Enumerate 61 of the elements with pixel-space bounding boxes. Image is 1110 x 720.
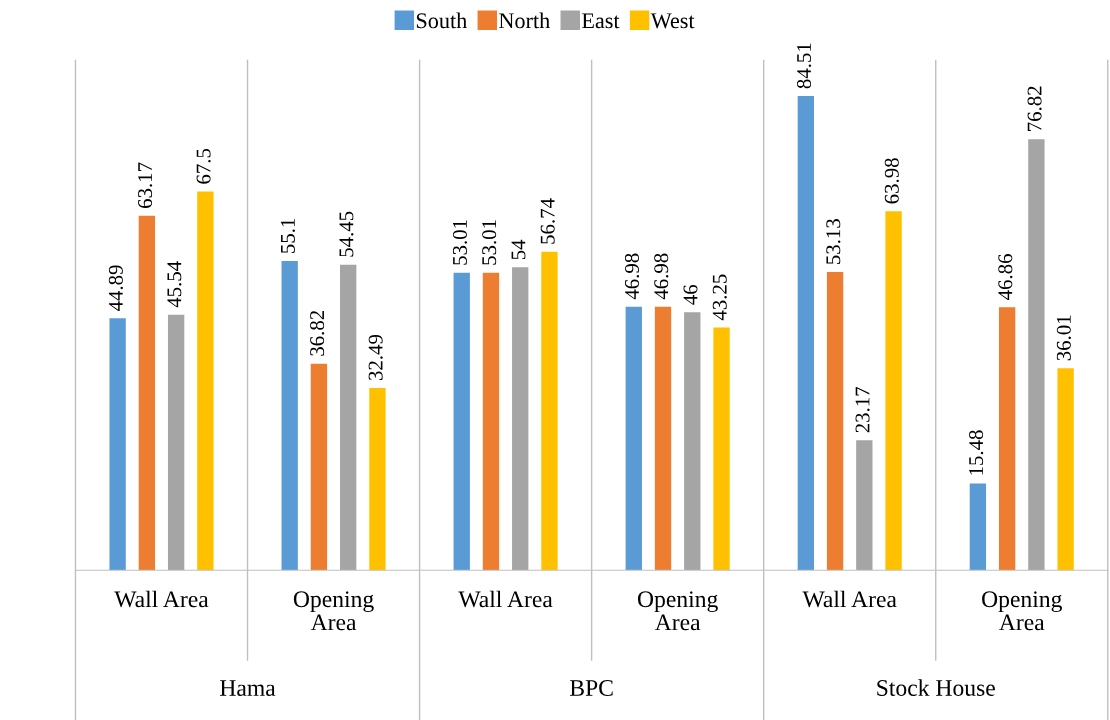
bar [482,272,500,571]
bar [369,387,386,571]
data-label: 36.82 [310,310,325,356]
bar [684,312,701,571]
data-label: 46.98 [624,253,640,300]
data-label: 15.48 [969,430,984,475]
data-label: 46 [683,284,698,305]
x-tick-label: Wall Area [458,590,553,608]
data-label: 45.54 [167,261,182,308]
data-label: 53.01 [452,220,468,265]
bar [281,261,298,571]
bar [826,272,844,571]
x-tick-label: Opening Area [982,591,1062,631]
data-label: 23.17 [855,387,870,433]
x-tick-label: Opening Area [293,591,374,631]
data-label: 32.49 [368,334,383,380]
bar [310,363,328,571]
bar [541,251,558,571]
data-label: 55.1 [280,218,295,253]
bar [797,96,814,571]
bar [654,306,672,571]
bar [197,191,214,571]
data-label: 44.89 [108,265,123,312]
bar [109,318,126,571]
data-label: 46.86 [998,254,1013,300]
data-label: 54.45 [339,211,354,257]
legend-label: South [416,12,467,29]
bar [969,483,987,571]
x-tick-label: Wall Area [114,590,209,608]
bar [856,440,873,571]
data-label: 54 [511,239,526,260]
bar [138,215,156,571]
bar [453,272,470,571]
bar [1057,368,1074,571]
bar [1028,139,1045,571]
bar [713,327,730,571]
data-label: 63.17 [138,162,153,208]
legend-label: North [499,12,550,29]
bar [998,307,1016,571]
data-label: 67.5 [196,148,211,184]
text: Hama [220,680,276,696]
data-label: 43.25 [712,274,727,321]
data-label: 46.98 [654,253,669,300]
data-label: 36.01 [1056,315,1071,361]
data-label: 53.13 [826,219,841,264]
data-label: 76.82 [1027,86,1042,131]
text: Stock House [877,679,995,696]
data-label: 53.01 [482,220,497,265]
text: BPC [569,680,613,696]
legend-label: West [650,13,695,29]
legend-label: East [581,13,620,29]
bar [885,211,902,571]
bar [167,314,185,571]
x-tick-label: Wall Area [802,590,897,608]
bar [340,264,357,571]
data-label: 84.51 [796,43,812,89]
data-label: 56.74 [540,198,555,244]
bar [625,306,642,571]
data-label: 63.98 [884,158,899,204]
x-tick-label: Opening Area [637,591,718,631]
bar [512,267,529,571]
